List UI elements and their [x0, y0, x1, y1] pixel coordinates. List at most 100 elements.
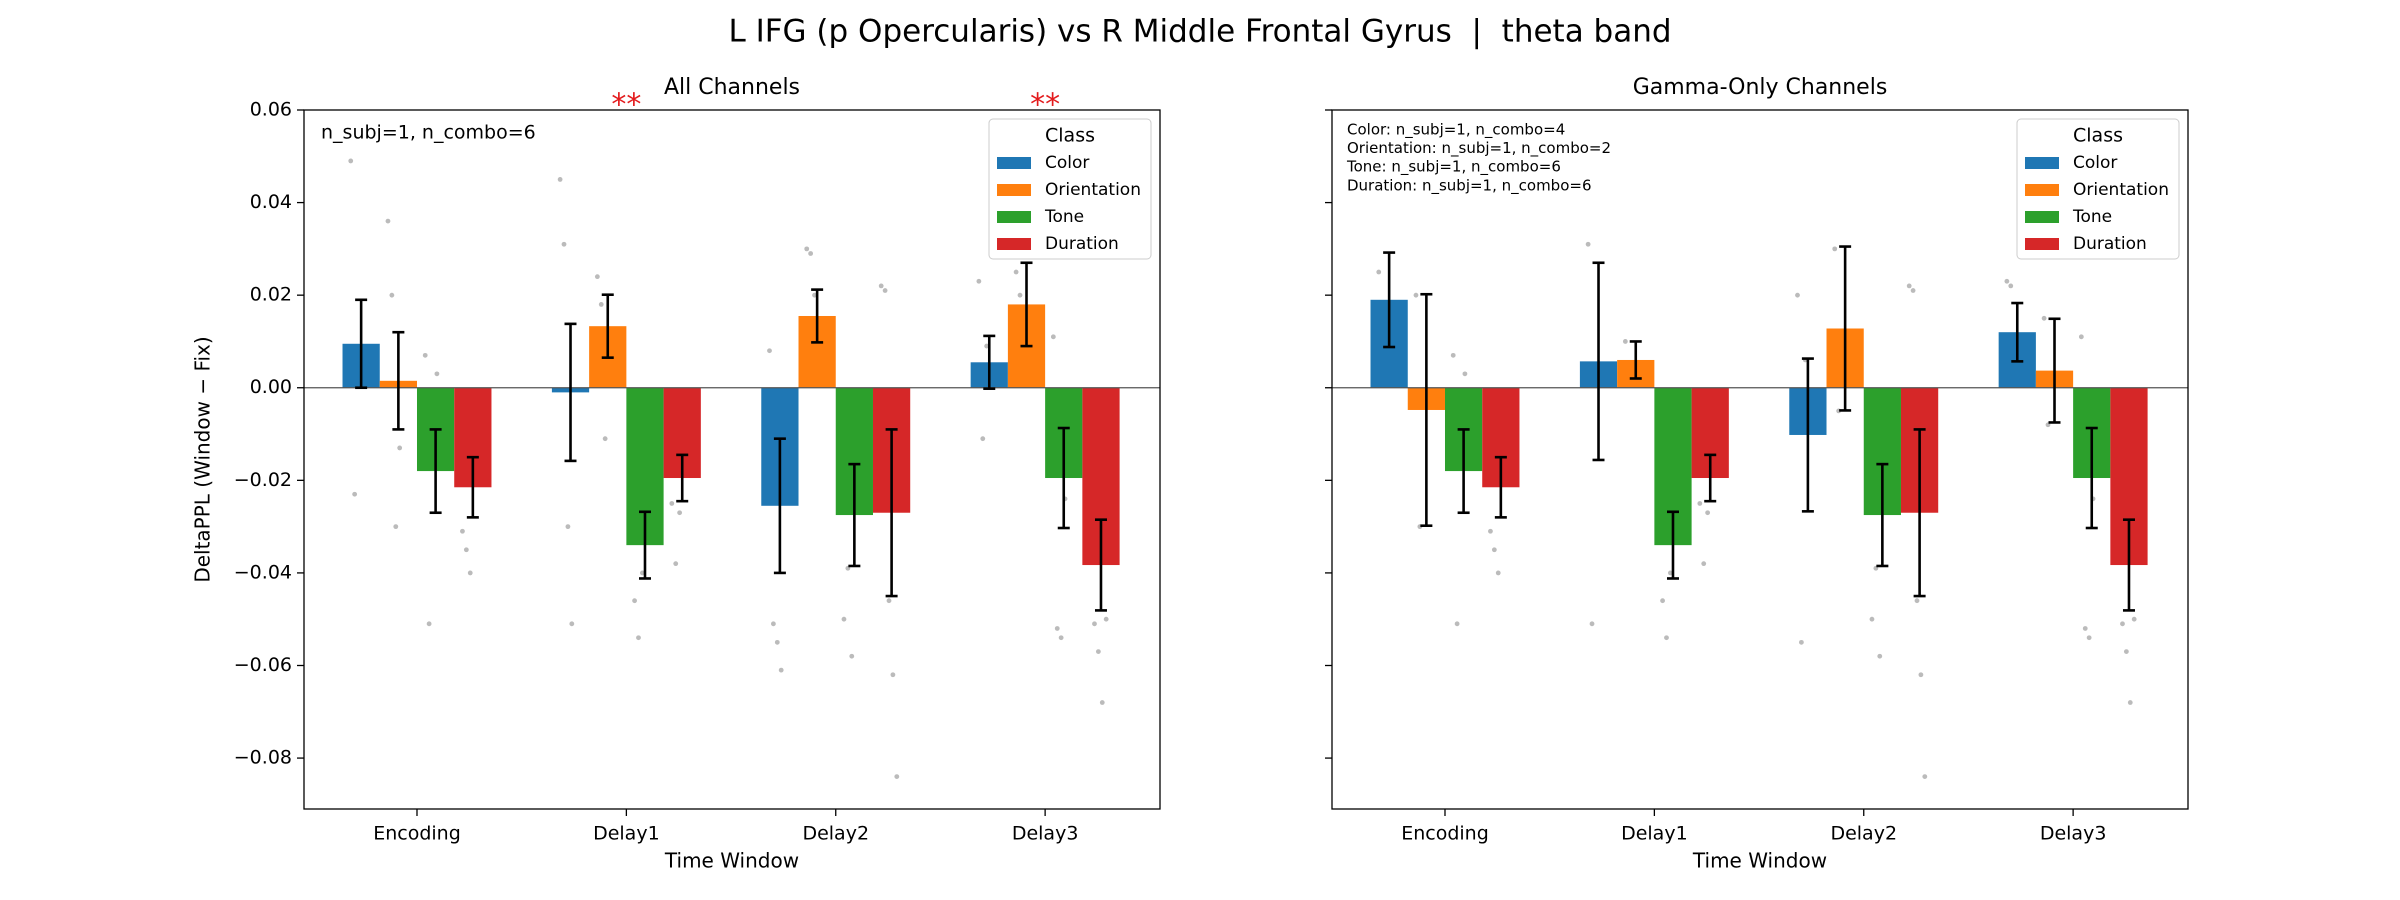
data-point [1910, 288, 1916, 293]
data-point [1918, 672, 1924, 678]
error-bar [885, 428, 898, 598]
y-tick-label: −0.08 [234, 747, 292, 769]
error-bar [564, 322, 577, 463]
data-point [1922, 774, 1928, 779]
data-point [1050, 334, 1056, 340]
data-point [557, 177, 563, 182]
data-point [2131, 616, 2137, 622]
data-point [2127, 700, 2133, 705]
error-bar [1913, 428, 1926, 598]
legend-box [2016, 118, 2180, 260]
data-point [1017, 292, 1023, 298]
data-point [1376, 269, 1382, 275]
data-point [804, 246, 810, 252]
error-bar [1383, 251, 1396, 349]
data-point [841, 616, 847, 622]
error-bar [2085, 426, 2098, 530]
data-point [1622, 339, 1628, 344]
x-tick-label: Delay1 [1621, 823, 1688, 845]
data-point [812, 292, 817, 298]
data-point [1013, 269, 1019, 275]
error-bar [811, 288, 824, 344]
data-point [1585, 241, 1591, 247]
data-point [1660, 598, 1665, 604]
annotation: n_subj=1, n_combo=6 [321, 122, 536, 144]
data-point [894, 774, 900, 779]
data-point [1705, 510, 1711, 516]
data-point [980, 436, 986, 442]
error-bar [2011, 301, 2024, 363]
data-point [1589, 621, 1595, 627]
data-point [389, 292, 395, 298]
data-point [1103, 616, 1109, 622]
data-point [778, 667, 784, 673]
data-point [1667, 570, 1673, 576]
legend-label: Orientation [2073, 180, 2169, 200]
data-point [569, 621, 575, 627]
annotation: Tone: n_subj=1, n_combo=6 [1346, 158, 1561, 177]
data-point [669, 501, 675, 506]
data-point [348, 158, 354, 164]
data-point [2041, 315, 2047, 321]
data-point [677, 510, 683, 516]
data-point [1869, 616, 1875, 622]
x-tick-label: Delay3 [1012, 823, 1079, 845]
error-bar [1666, 510, 1679, 580]
data-point [2082, 626, 2088, 631]
data-point [984, 343, 990, 349]
x-tick-label: Encoding [1401, 823, 1489, 845]
error-bar [1457, 428, 1470, 515]
y-tick-label: −0.02 [234, 469, 292, 491]
data-point [1488, 528, 1493, 534]
significance-label: ** [1030, 88, 1060, 123]
legend-label: Tone [2072, 207, 2112, 227]
data-point [352, 491, 358, 497]
data-point [1099, 700, 1105, 705]
data-point [890, 672, 896, 678]
data-point [639, 570, 645, 576]
error-bar [1094, 518, 1107, 612]
data-point [1798, 639, 1804, 645]
data-point [1664, 635, 1669, 641]
y-tick-label: 0.06 [250, 99, 292, 121]
data-point [632, 598, 637, 604]
data-point [397, 445, 403, 451]
error-bar [773, 437, 786, 575]
legend-swatch [2025, 238, 2059, 250]
y-tick-label: 0.04 [250, 191, 292, 213]
data-point [878, 283, 884, 289]
panel-title: All Channels [664, 75, 800, 100]
legend-swatch [2025, 184, 2059, 196]
plot-frame [303, 109, 1161, 810]
y-tick-label: −0.04 [234, 561, 292, 583]
legend-box [988, 118, 1152, 260]
data-point [886, 598, 892, 604]
error-bar [355, 298, 368, 390]
data-point [422, 352, 428, 358]
data-point [460, 528, 465, 534]
data-point [1832, 246, 1838, 252]
legend-swatch [2025, 157, 2059, 169]
legend-label: Duration [2073, 234, 2147, 254]
data-point [1697, 501, 1703, 506]
x-tick-label: Delay3 [2040, 823, 2107, 845]
annotation: Duration: n_subj=1, n_combo=6 [1347, 176, 1592, 195]
error-bar [466, 455, 479, 519]
error-bar [1592, 261, 1605, 462]
data-point [1092, 621, 1097, 627]
y-tick-label: 0.00 [250, 376, 292, 398]
error-bar [983, 334, 996, 390]
error-bar [601, 293, 614, 359]
data-point [1914, 598, 1920, 604]
data-point [2123, 649, 2129, 655]
error-bar [2122, 518, 2135, 612]
error-bar [1420, 292, 1433, 527]
x-tick-label: Delay1 [593, 823, 660, 845]
legend-swatch [997, 211, 1031, 223]
data-point [426, 621, 432, 627]
data-point [770, 621, 776, 627]
legend-title: Class [1045, 125, 1095, 147]
error-bar [429, 428, 442, 515]
annotation: Color: n_subj=1, n_combo=4 [1347, 121, 1565, 140]
